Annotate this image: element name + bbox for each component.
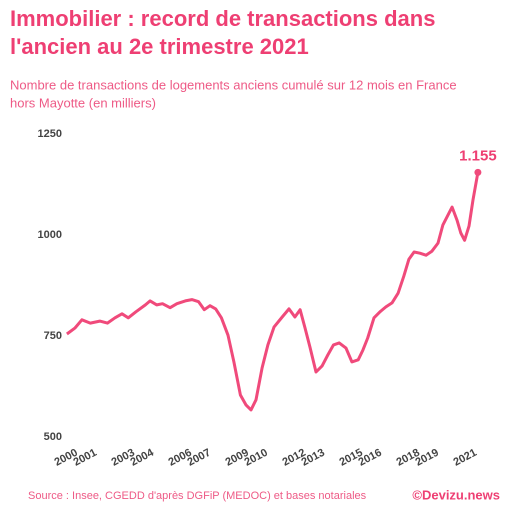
y-tick-label: 500 [44,431,62,443]
chart-subtitle: Nombre de transactions de logements anci… [10,77,457,92]
chart-title: Immobilier : record de transactions dans [10,6,435,31]
chart-title: l'ancien au 2e trimestre 2021 [10,34,309,59]
chart-subtitle: hors Mayotte (en milliers) [10,95,156,110]
x-tick-label: 2004 [129,446,157,468]
data-line [66,172,480,412]
y-tick-label: 1250 [38,128,62,140]
end-label: 1.155 [459,147,497,164]
end-point [474,168,482,176]
credit: ©Devizu.news [412,487,500,502]
y-tick-label: 750 [44,330,62,342]
x-tick-label: 2021 [452,447,479,469]
source: Source : Insee, CGEDD d'après DGFiP (MED… [28,490,367,502]
y-tick-label: 1000 [38,229,62,241]
